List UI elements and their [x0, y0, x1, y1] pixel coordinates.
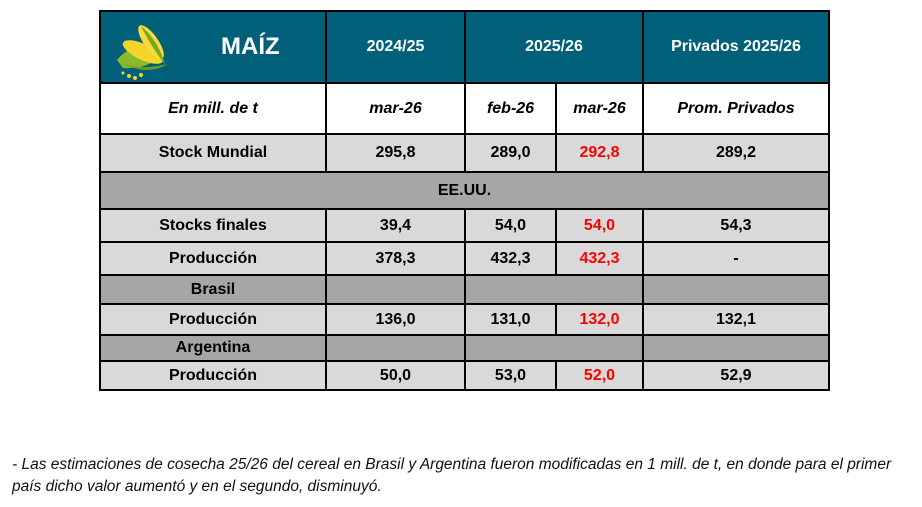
row-prod-brasil: Producción 136,0 131,0 132,0 132,1 [99, 303, 830, 336]
unit-label: En mill. de t [99, 82, 327, 135]
cell: 292,8 [555, 133, 644, 173]
cell: 289,2 [642, 133, 830, 173]
col-privados: Privados 2025/26 [642, 10, 830, 84]
cell: 432,3 [464, 241, 557, 276]
cell: 132,1 [642, 303, 830, 336]
cell: 295,8 [325, 133, 466, 173]
cell: 39,4 [325, 208, 466, 243]
section-label: EE.UU. [99, 171, 830, 210]
section-eeuu: EE.UU. [99, 171, 830, 210]
subheader-row: En mill. de t mar-26 feb-26 mar-26 Prom.… [99, 82, 830, 135]
col-2024-25: 2024/25 [325, 10, 466, 84]
col-2025-26: 2025/26 [464, 10, 644, 84]
cell: 136,0 [325, 303, 466, 336]
section-brasil: Brasil [99, 274, 830, 305]
sub-c4: Prom. Privados [642, 82, 830, 135]
footnote: - Las estimaciones de cosecha 25/26 del … [12, 456, 892, 495]
sub-c3: mar-26 [555, 82, 644, 135]
cell: 52,9 [642, 360, 830, 391]
row-label: Producción [99, 360, 327, 391]
row-stocks-finales: Stocks finales 39,4 54,0 54,0 54,3 [99, 208, 830, 243]
cell: 50,0 [325, 360, 466, 391]
row-label: Producción [99, 303, 327, 336]
cell: 54,0 [555, 208, 644, 243]
corn-icon [117, 25, 168, 80]
cell: 53,0 [464, 360, 557, 391]
title-cell: MAÍZ [99, 10, 327, 84]
maize-table: MAÍZ 2024/25 2025/26 Privados 2025/26 En… [99, 10, 830, 391]
row-label: Producción [99, 241, 327, 276]
cell: 432,3 [555, 241, 644, 276]
cell: 52,0 [555, 360, 644, 391]
cell: 289,0 [464, 133, 557, 173]
cell: 132,0 [555, 303, 644, 336]
cell: 54,3 [642, 208, 830, 243]
cell: 131,0 [464, 303, 557, 336]
cell: - [642, 241, 830, 276]
row-prod-argentina: Producción 50,0 53,0 52,0 52,9 [99, 360, 830, 391]
sub-c1: mar-26 [325, 82, 466, 135]
section-argentina: Argentina [99, 334, 830, 362]
table-title: MAÍZ [221, 33, 280, 60]
section-label: Argentina [99, 334, 327, 362]
row-prod-eeuu: Producción 378,3 432,3 432,3 - [99, 241, 830, 276]
cell: 54,0 [464, 208, 557, 243]
sub-c2: feb-26 [464, 82, 557, 135]
row-stock-mundial: Stock Mundial 295,8 289,0 292,8 289,2 [99, 133, 830, 173]
row-label: Stock Mundial [99, 133, 327, 173]
row-label: Stocks finales [99, 208, 327, 243]
header-row: MAÍZ 2024/25 2025/26 Privados 2025/26 [99, 10, 830, 84]
section-label: Brasil [99, 274, 327, 305]
cell: 378,3 [325, 241, 466, 276]
